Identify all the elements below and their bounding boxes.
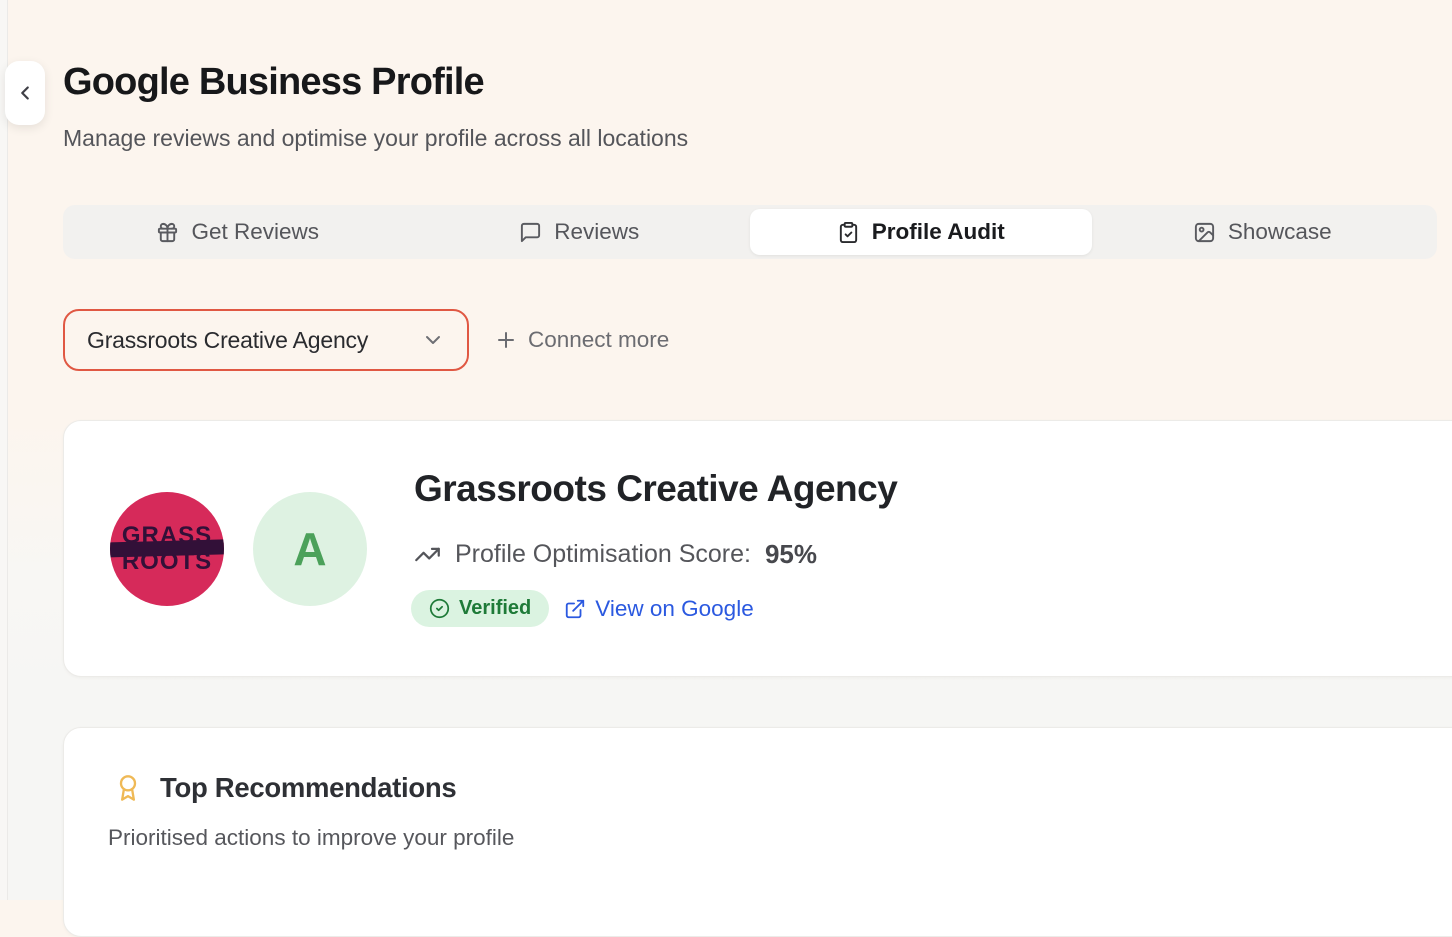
award-ribbon-icon [114,774,142,802]
plus-icon [494,328,518,352]
location-dropdown[interactable]: Grassroots Creative Agency [63,309,469,371]
tab-label: Get Reviews [191,219,320,244]
view-on-google-label: View on Google [595,595,754,621]
verified-badge: Verified [411,590,550,627]
external-link-icon [564,598,586,620]
recommendations-header: Top Recommendations [114,772,457,804]
chevron-left-icon [14,82,36,104]
tab-label: Reviews [554,219,640,244]
page-title: Google Business Profile [63,61,485,103]
image-icon [1193,221,1216,244]
trending-up-icon [414,541,441,568]
top-recommendations-card: Top Recommendations Prioritised actions … [63,727,1452,937]
tab-profile-audit[interactable]: Profile Audit [750,209,1092,255]
business-logo: GRASS ROOTS [110,492,224,606]
tab-label: Profile Audit [871,219,1005,244]
tab-get-reviews[interactable]: Get Reviews [67,209,409,255]
gift-icon [156,221,179,244]
verified-label: Verified [459,597,532,619]
clipboard-check-icon [837,221,860,244]
logo-strike-bar [110,539,224,558]
check-circle-icon [429,598,450,619]
tab-bar: Get Reviews Reviews Profile Audit Showca… [63,205,1437,259]
chevron-down-icon [421,328,445,352]
back-button[interactable] [5,61,45,125]
grade-letter: A [293,523,327,575]
location-dropdown-value: Grassroots Creative Agency [87,326,369,353]
business-profile-card: GRASS ROOTS A Grassroots Creative Agency… [63,420,1452,677]
connect-more-label: Connect more [528,327,670,352]
view-on-google-link[interactable]: View on Google [564,595,754,622]
optimisation-score-row: Profile Optimisation Score: 95% [414,539,817,570]
grade-badge: A [253,492,367,606]
tab-label: Showcase [1227,219,1332,244]
status-row: Verified View on Google [411,590,754,627]
connect-more-button[interactable]: Connect more [494,309,669,371]
tab-showcase[interactable]: Showcase [1092,209,1434,255]
recommendations-title: Top Recommendations [160,772,457,803]
business-name: Grassroots Creative Agency [414,468,898,509]
recommendations-subtitle: Prioritised actions to improve your prof… [108,825,515,850]
tab-reviews[interactable]: Reviews [409,209,751,255]
chat-bubble-icon [519,221,542,244]
page-subtitle: Manage reviews and optimise your profile… [63,125,689,151]
score-label: Profile Optimisation Score: [455,540,751,568]
score-value: 95% [764,539,817,569]
app-edge-strip [0,0,8,900]
